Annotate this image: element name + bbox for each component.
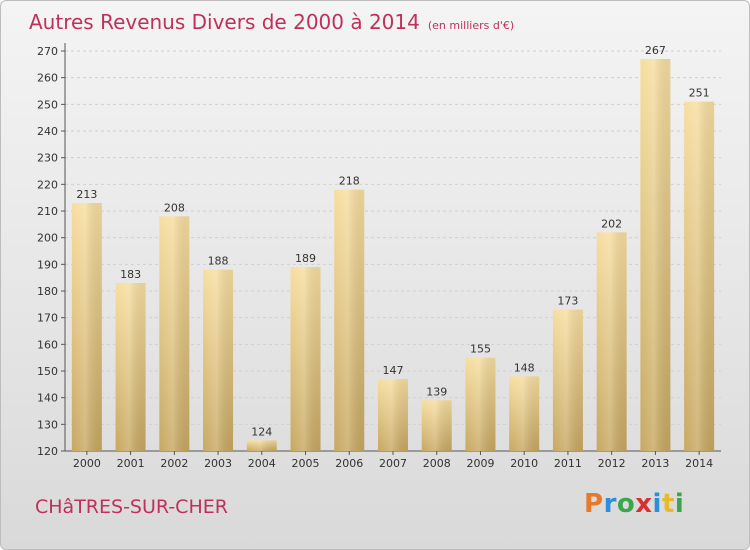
logo-letter: r (603, 489, 617, 519)
y-tick-label: 120 (37, 445, 58, 458)
x-tick-label: 2005 (292, 457, 320, 470)
bar-shine (334, 189, 365, 451)
logo-letter: o (616, 489, 636, 519)
x-tick-label: 2002 (160, 457, 188, 470)
x-tick-label: 2011 (554, 457, 582, 470)
logo-letter: i (652, 489, 662, 519)
data-label: 202 (601, 217, 622, 230)
x-tick-label: 2006 (335, 457, 363, 470)
data-label: 267 (645, 44, 666, 57)
logo-letter: x (635, 489, 653, 519)
data-labels: 213 183 208 188 124 189 218 147 139 155 148 173 202 2… (76, 44, 709, 438)
y-tick-label: 240 (37, 125, 58, 138)
data-label: 189 (295, 252, 316, 265)
x-tick-label: 2009 (466, 457, 494, 470)
bars (71, 59, 715, 452)
data-label: 124 (251, 425, 272, 438)
x-tick-label: 2003 (204, 457, 232, 470)
y-tick-label: 220 (37, 178, 58, 191)
city-name: CHâTRES-SUR-CHER (35, 496, 228, 518)
bar-shine (640, 59, 671, 451)
bar-shine (115, 283, 146, 451)
data-label: 183 (120, 268, 141, 281)
chart-subtitle: (en milliers d'€) (427, 19, 515, 32)
y-tick-label: 150 (37, 365, 58, 378)
bar-shine (552, 309, 583, 451)
x-tick-label: 2010 (510, 457, 538, 470)
y-tick-label: 270 (37, 45, 58, 58)
bar-shine (378, 379, 408, 451)
y-tick-label: 230 (37, 152, 58, 165)
x-tick-label: 2013 (641, 457, 669, 470)
y-tick-label: 160 (37, 338, 58, 351)
data-label: 139 (426, 385, 447, 398)
data-label: 173 (557, 295, 578, 308)
y-tick-label: 260 (37, 72, 58, 85)
bar-shine (159, 216, 190, 451)
bar-shine (684, 101, 715, 452)
y-tick-label: 250 (37, 98, 58, 111)
y-tick-label: 210 (37, 205, 58, 218)
x-tick-label: 2007 (379, 457, 407, 470)
x-tick-label: 2012 (598, 457, 626, 470)
y-tick-label: 180 (37, 285, 58, 298)
x-tick-label: 2014 (685, 457, 713, 470)
data-label: 147 (383, 364, 404, 377)
y-tick-label: 190 (37, 258, 58, 271)
bar-shine (71, 203, 102, 451)
y-tick-label: 170 (37, 312, 58, 325)
logo-letter: t (661, 489, 675, 519)
x-tick-label: 2008 (423, 457, 451, 470)
x-tick-label: 2001 (117, 457, 145, 470)
data-label: 155 (470, 343, 491, 356)
y-tick-label: 130 (37, 418, 58, 431)
data-label: 188 (208, 255, 229, 268)
axes: 120 130 140 150 160 170 180 190 200 210 220 230 240 2… (37, 43, 721, 470)
data-label: 213 (76, 188, 97, 201)
bar-shine (596, 232, 627, 451)
bar-shine (290, 267, 321, 451)
bar-shine (421, 400, 452, 451)
chart-title: Autres Revenus Divers de 2000 à 2014 (en … (29, 10, 514, 34)
y-tick-label: 140 (37, 392, 58, 405)
y-tick-label: 200 (37, 232, 58, 245)
proxiti-logo[interactable]: Proxiti (584, 489, 684, 519)
logo-letter: i (674, 489, 685, 519)
data-label: 218 (339, 175, 360, 188)
data-label: 251 (689, 87, 710, 100)
x-tick-label: 2000 (73, 457, 101, 470)
bar-shine (203, 269, 234, 451)
logo-letter: P (584, 489, 604, 519)
bar-shine (465, 357, 496, 451)
bar-shine (509, 376, 540, 451)
bar-shine (246, 440, 277, 451)
x-tick-label: 2004 (248, 457, 276, 470)
data-label: 148 (514, 361, 535, 374)
chart-title-text: Autres Revenus Divers de 2000 à 2014 (29, 10, 420, 34)
data-label: 208 (164, 201, 185, 214)
